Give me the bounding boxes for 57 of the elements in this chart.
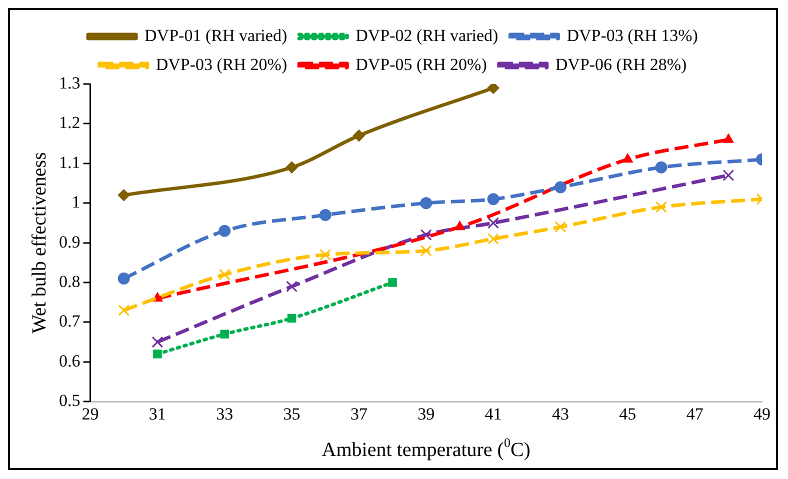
x-tick-label: 31: [148, 404, 166, 424]
point: [487, 193, 500, 206]
y-tick-label: 0.7: [59, 312, 81, 331]
point: [286, 280, 298, 292]
point: [118, 272, 130, 285]
point: [554, 221, 566, 233]
point: [420, 244, 432, 256]
y-tick-label: 0.6: [59, 351, 80, 370]
point: [286, 161, 298, 174]
point: [723, 134, 734, 143]
y-tick-label: 1.3: [59, 73, 80, 92]
point: [487, 84, 500, 94]
point: [118, 189, 130, 202]
point: [320, 248, 332, 260]
y-axis-title: Wet bulb effectiveness: [28, 152, 50, 334]
point: [488, 233, 500, 245]
legend-label: DVP-06 (RH 28%): [555, 54, 687, 74]
y-tick-label: 1.2: [59, 113, 80, 132]
point: [488, 217, 500, 229]
point: [655, 161, 668, 174]
x-tick-label: 33: [216, 404, 234, 424]
point: [287, 314, 296, 323]
x-tick-label: 49: [754, 404, 770, 424]
x-tick-label: 39: [418, 404, 435, 424]
point: [655, 201, 667, 213]
point: [454, 220, 465, 230]
point: [622, 153, 633, 163]
legend-label: DVP-05 (RH 20%): [356, 54, 487, 74]
point: [722, 170, 734, 182]
point: [218, 224, 231, 237]
y-tick-label: 0.9: [59, 232, 80, 252]
x-tick-label: 41: [484, 404, 502, 424]
point: [554, 181, 566, 194]
x-tick-label: 37: [350, 404, 368, 424]
y-tick-label: 0.5: [59, 391, 80, 410]
y-tick-label: 1.1: [59, 152, 80, 172]
y-tick-label: 0.8: [59, 272, 80, 291]
point: [220, 330, 229, 338]
point: [420, 229, 432, 241]
legend-label: DVP-02 (RH varied): [356, 26, 498, 45]
x-tick-label: 35: [283, 404, 300, 424]
point: [420, 197, 432, 210]
point: [152, 336, 164, 348]
point: [153, 350, 162, 358]
x-tick-label: 43: [552, 404, 569, 424]
y-tick-label: 1: [72, 192, 80, 212]
point: [388, 278, 397, 287]
legend-label: DVP-03 (RH 13%): [566, 26, 698, 45]
point: [319, 209, 332, 222]
point: [118, 304, 130, 316]
x-tick-label: 47: [686, 404, 704, 424]
legend-label: DVP-03 (RH 20%): [156, 54, 288, 74]
point: [218, 268, 230, 280]
x-tick-label: 45: [619, 404, 636, 424]
legend-label: DVP-01 (RH varied): [144, 26, 288, 45]
point: [352, 130, 365, 142]
x-tick-label: 29: [82, 404, 99, 424]
